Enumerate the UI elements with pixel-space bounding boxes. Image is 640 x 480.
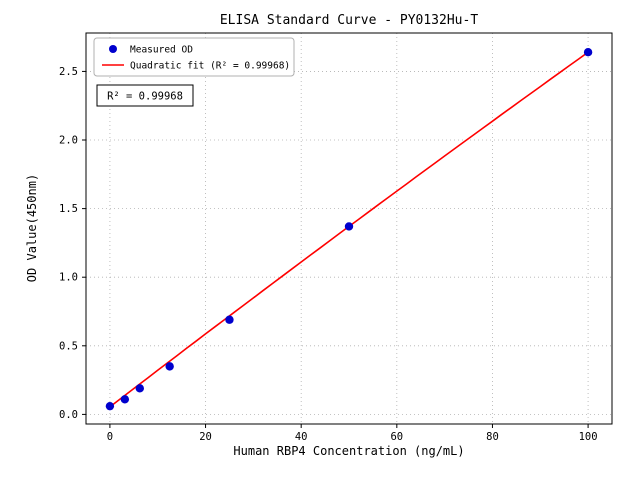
chart-title: ELISA Standard Curve - PY0132Hu-T xyxy=(219,13,479,28)
legend-box xyxy=(93,37,295,77)
y-tick-label: 2.5 xyxy=(59,66,78,78)
y-tick-label: 1.0 xyxy=(59,272,78,284)
data-point xyxy=(583,48,593,57)
r-squared-annotation-text: R² = 0.99968 xyxy=(107,91,183,103)
y-tick-label: 1.5 xyxy=(59,203,78,215)
legend-label-quadratic-fit: Quadratic fit (R² = 0.99968) xyxy=(130,61,290,72)
x-tick-label: 80 xyxy=(486,431,499,443)
r-squared-annotation-box xyxy=(96,84,194,107)
data-point xyxy=(120,395,130,404)
data-point xyxy=(105,401,115,411)
x-tick-label: 100 xyxy=(579,431,598,443)
x-tick-label: 60 xyxy=(390,431,403,443)
x-tick-label: 0 xyxy=(107,431,113,443)
legend-marker-measured-od xyxy=(109,45,117,53)
x-axis-label: Human RBP4 Concentration (ng/mL) xyxy=(233,444,465,458)
x-tick-label: 40 xyxy=(295,431,308,443)
y-axis-label: OD Value(450nm) xyxy=(25,173,39,283)
data-point xyxy=(135,384,144,393)
data-point xyxy=(225,315,234,324)
data-point xyxy=(344,222,354,231)
y-tick-label: 0.5 xyxy=(59,340,78,352)
plot-border xyxy=(85,32,613,425)
legend-label-measured-od: Measured OD xyxy=(130,45,193,56)
x-tick-label: 20 xyxy=(199,431,212,443)
y-tick-label: 2.0 xyxy=(59,135,78,147)
data-point xyxy=(165,362,174,371)
y-tick-label: 0.0 xyxy=(59,409,78,421)
